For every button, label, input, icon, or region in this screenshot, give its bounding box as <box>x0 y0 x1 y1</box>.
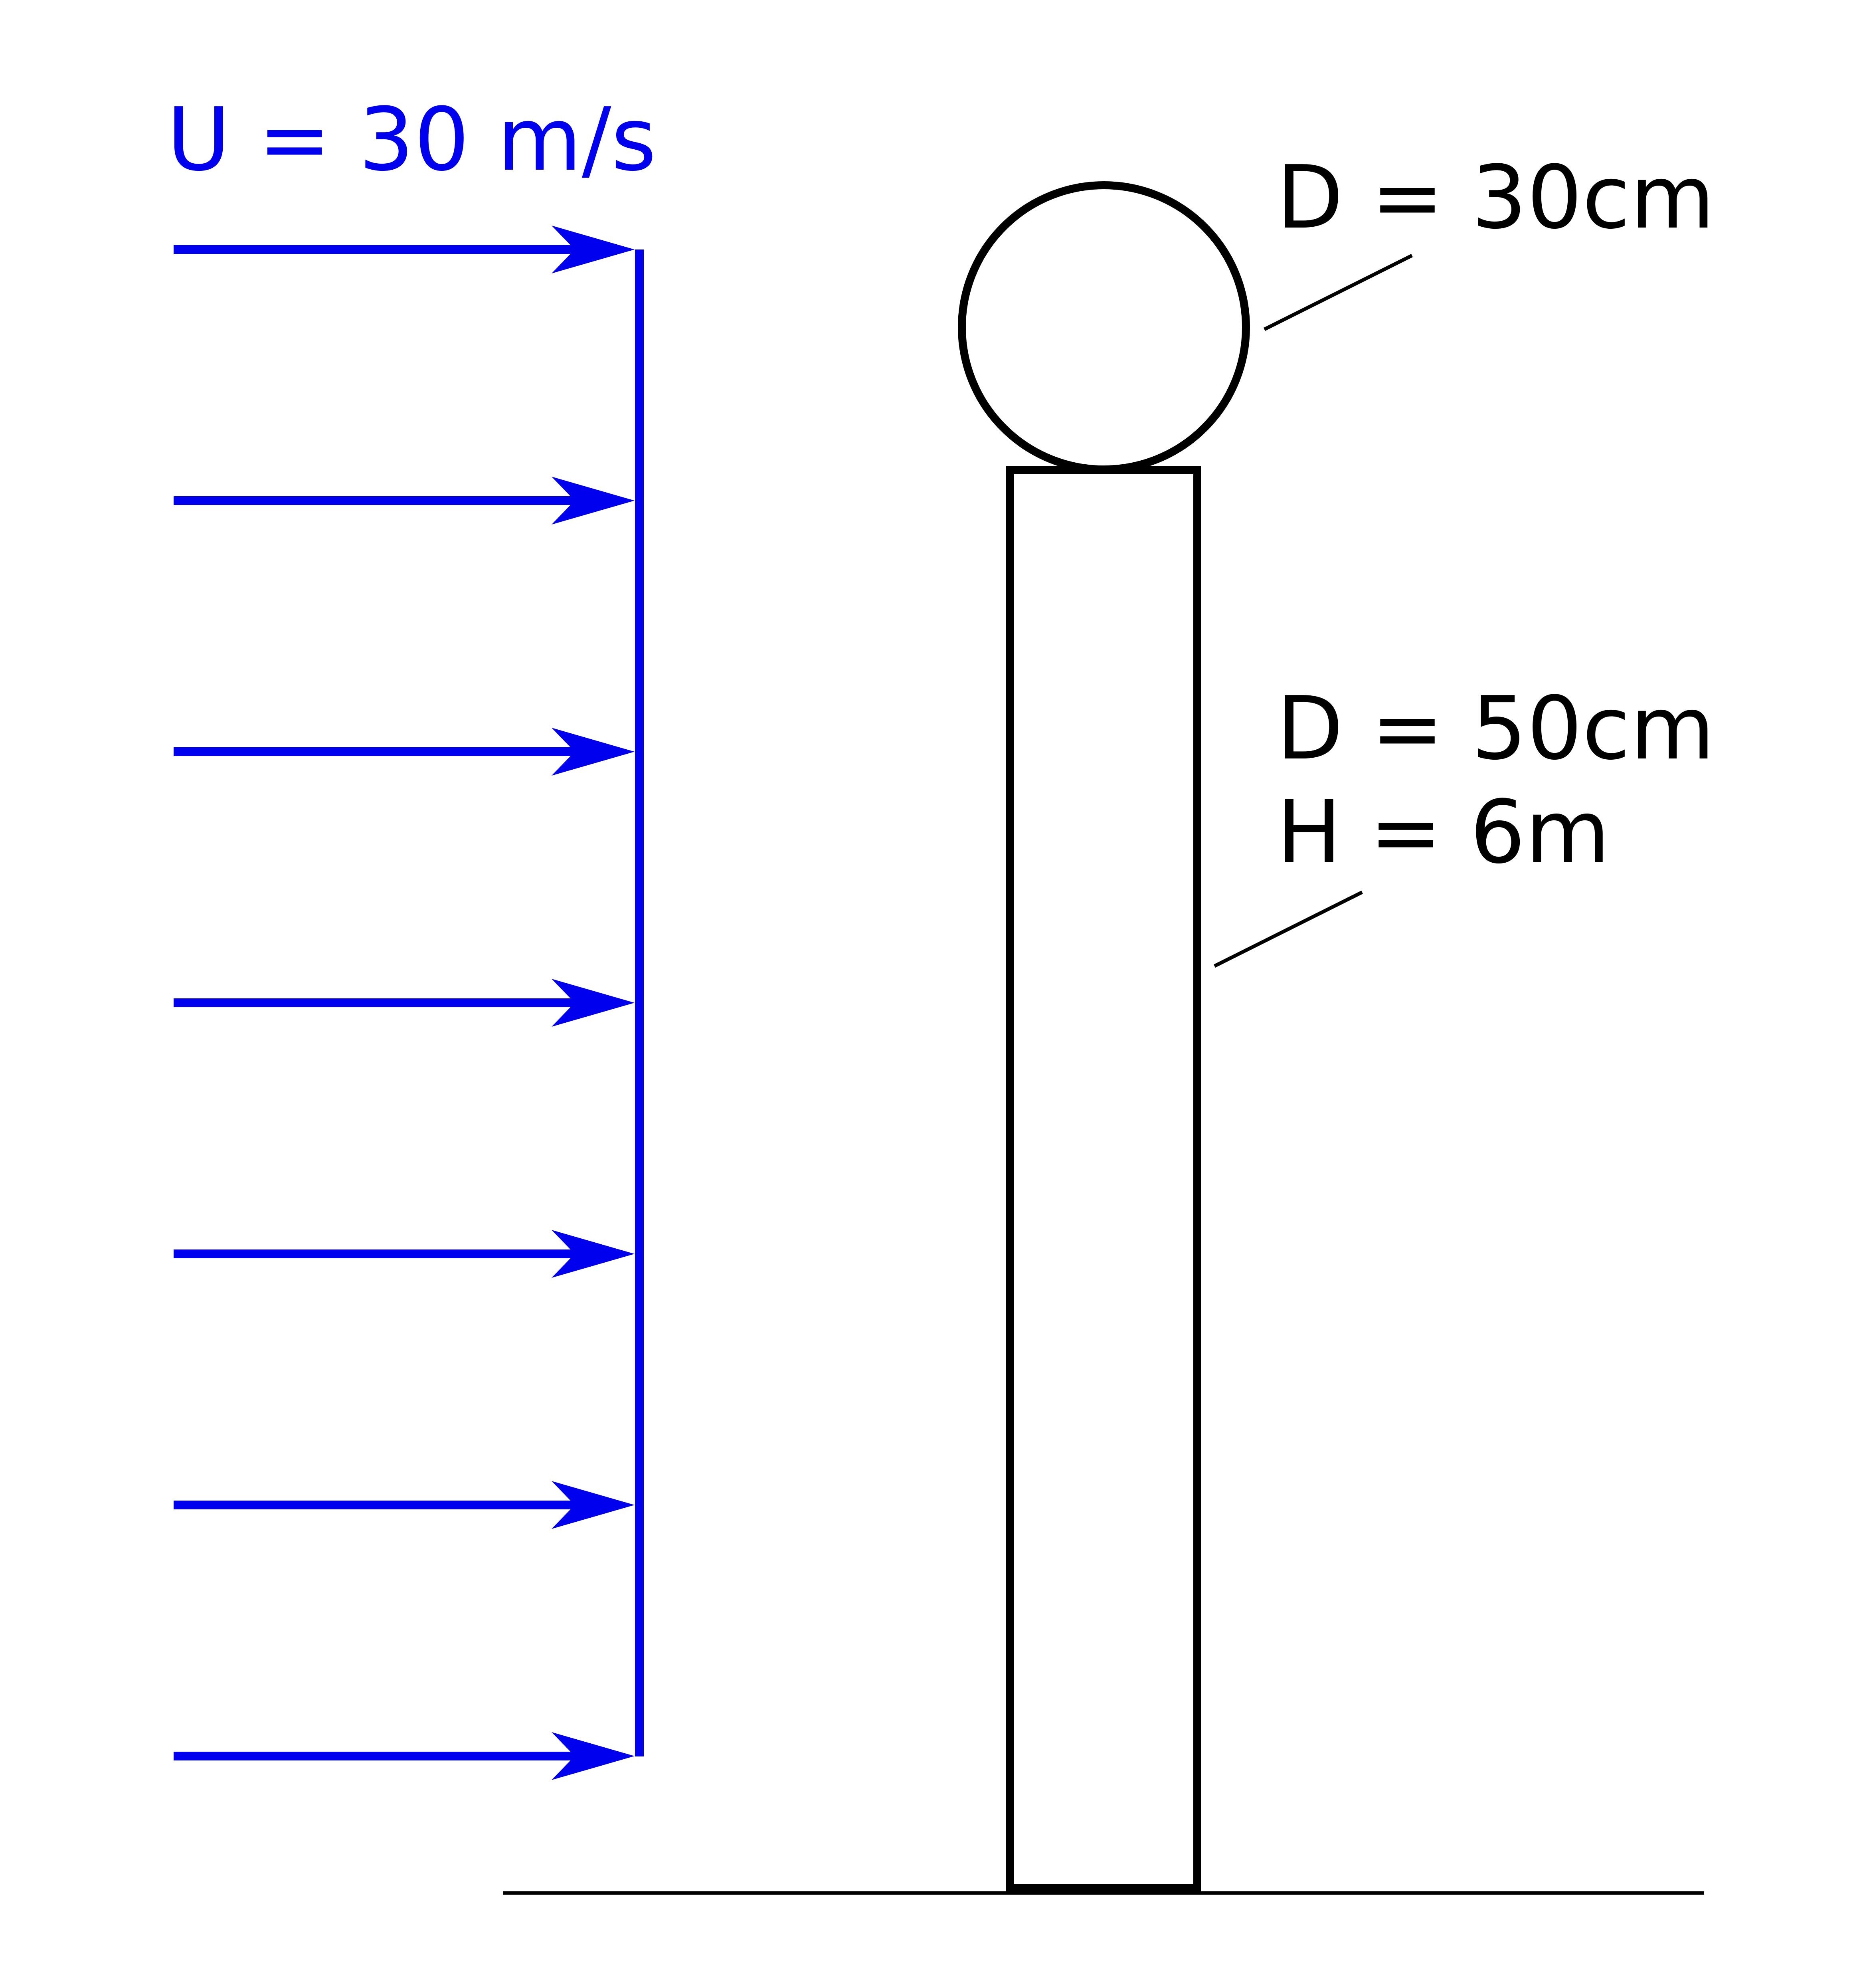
pole-leader-line <box>1213 890 1363 968</box>
sphere-diameter-label: D = 30cm <box>1276 147 1715 248</box>
flow-arrow <box>174 477 635 525</box>
flow-arrow <box>174 226 635 273</box>
velocity-label: U = 30 m/s <box>167 89 657 190</box>
pole-height-label: H = 6m <box>1276 782 1610 883</box>
flow-arrow <box>174 1230 635 1278</box>
sphere-leader-line <box>1263 253 1413 331</box>
pole <box>1006 466 1201 1892</box>
flow-arrow <box>174 1732 635 1780</box>
flow-arrow <box>174 1481 635 1529</box>
flow-arrow <box>174 728 635 776</box>
flow-arrows <box>174 226 635 1780</box>
pole-diameter-label: D = 50cm <box>1276 678 1715 779</box>
flow-arrow <box>174 979 635 1027</box>
sphere <box>958 181 1250 473</box>
